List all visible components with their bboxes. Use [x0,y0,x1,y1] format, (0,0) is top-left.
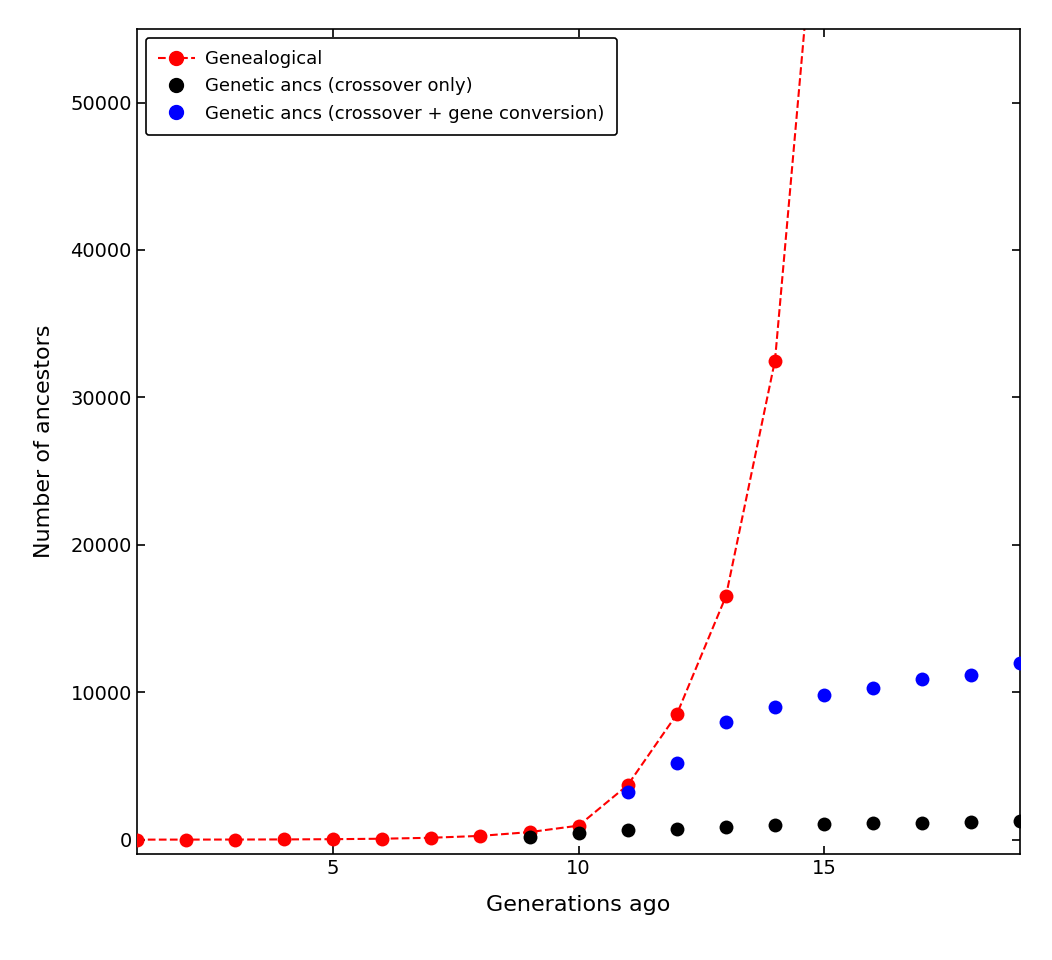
Point [226,832,243,848]
Point [767,817,784,832]
Point [570,818,587,833]
Point [815,817,832,832]
Point [963,667,979,683]
Point [668,756,685,771]
Point [570,826,587,841]
Point [717,588,734,604]
Point [128,832,145,848]
Point [521,825,538,840]
Point [668,821,685,836]
Legend: Genealogical, Genetic ancs (crossover only), Genetic ancs (crossover + gene conv: Genealogical, Genetic ancs (crossover on… [146,37,618,135]
Point [472,828,489,844]
Y-axis label: Number of ancestors: Number of ancestors [34,324,54,559]
Point [325,831,342,847]
Point [276,831,292,847]
Point [423,830,440,846]
Point [767,699,784,714]
Point [767,353,784,369]
Point [914,671,931,686]
X-axis label: Generations ago: Generations ago [486,895,671,915]
Point [178,832,195,848]
Point [865,816,882,831]
Point [620,823,636,838]
Point [1012,655,1029,670]
Point [717,714,734,730]
Point [521,829,538,845]
Point [815,687,832,703]
Point [668,707,685,722]
Point [865,680,882,695]
Point [620,785,636,801]
Point [620,778,636,793]
Point [373,831,390,847]
Point [963,814,979,829]
Point [717,820,734,835]
Point [1012,813,1029,828]
Point [914,815,931,830]
